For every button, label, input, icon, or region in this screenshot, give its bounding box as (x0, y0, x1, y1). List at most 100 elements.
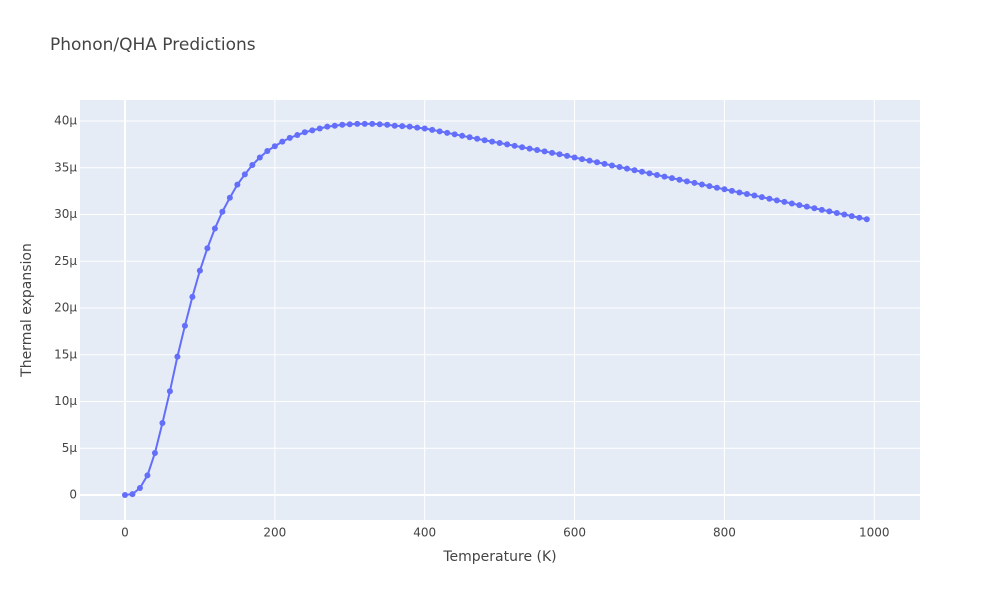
marker (286, 134, 293, 141)
marker (279, 138, 286, 145)
marker (496, 140, 503, 147)
marker (189, 293, 196, 300)
line (124, 122, 867, 497)
x-tick-label: 0 (121, 526, 129, 540)
marker (391, 122, 398, 129)
marker (316, 125, 323, 132)
marker (736, 189, 743, 196)
marker (691, 179, 698, 186)
marker (129, 491, 136, 498)
y-tick-label: 40μ (54, 114, 77, 128)
marker (743, 190, 750, 197)
chart-title: Phonon/QHA Predictions (50, 35, 256, 55)
marker (721, 186, 728, 193)
marker (361, 120, 368, 127)
marker (848, 213, 855, 220)
marker (369, 120, 376, 127)
y-tick-label: 5μ (62, 441, 78, 455)
marker (436, 128, 443, 135)
marker (728, 187, 735, 194)
marker (481, 137, 488, 144)
marker (818, 206, 825, 213)
marker (676, 176, 683, 183)
marker (309, 127, 316, 134)
marker (616, 164, 623, 171)
y-tick-label: 25μ (54, 254, 77, 268)
marker (601, 160, 608, 167)
marker (204, 245, 211, 252)
marker (653, 171, 660, 178)
marker (534, 147, 541, 154)
marker (211, 225, 218, 232)
marker (579, 156, 586, 163)
marker (226, 194, 233, 201)
marker (661, 173, 668, 180)
x-tick-label: 1000 (859, 526, 890, 540)
marker (144, 472, 151, 479)
x-tick-label: 200 (263, 526, 286, 540)
marker (564, 152, 571, 159)
marker (241, 171, 248, 178)
marker (586, 157, 593, 164)
marker (766, 195, 773, 202)
y-tick-label: 10μ (54, 394, 77, 408)
marker (594, 159, 601, 166)
marker (803, 203, 810, 210)
marker (451, 131, 458, 138)
marker (841, 211, 848, 218)
marker (459, 132, 466, 139)
marker (339, 121, 346, 128)
marker (219, 208, 226, 215)
marker (429, 126, 436, 133)
marker (504, 141, 511, 148)
y-tick-label: 30μ (54, 207, 77, 221)
marker (399, 123, 406, 130)
marker (324, 123, 331, 130)
marker (256, 154, 263, 161)
marker (758, 194, 765, 201)
marker (489, 138, 496, 145)
marker (646, 170, 653, 177)
marker (151, 449, 158, 456)
marker (354, 120, 361, 127)
marker (773, 197, 780, 204)
marker (174, 353, 181, 360)
marker (631, 167, 638, 174)
marker (624, 165, 631, 172)
x-tick-label: 400 (413, 526, 436, 540)
y-axis-title: Thermal expansion (19, 243, 35, 378)
marker (826, 208, 833, 215)
marker (414, 124, 421, 131)
y-tick-label: 15μ (54, 347, 77, 361)
marker (698, 181, 705, 188)
marker (444, 129, 451, 136)
marker (331, 122, 338, 129)
marker (811, 205, 818, 212)
marker (346, 121, 353, 128)
marker (196, 267, 203, 274)
marker (121, 492, 128, 499)
marker (301, 129, 308, 136)
y-tick-label: 20μ (54, 301, 77, 315)
marker (856, 214, 863, 221)
marker (249, 161, 256, 168)
marker (556, 151, 563, 158)
marker (466, 134, 473, 141)
marker (788, 200, 795, 207)
y-tick-label: 0 (69, 488, 77, 502)
marker (136, 485, 143, 492)
marker (166, 388, 173, 395)
marker (833, 209, 840, 216)
marker (638, 168, 645, 175)
marker (609, 162, 616, 169)
marker (294, 132, 301, 139)
marker (668, 175, 675, 182)
marker (751, 192, 758, 199)
marker (541, 148, 548, 155)
marker (526, 145, 533, 152)
y-tick-label: 35μ (54, 160, 77, 174)
plot-area (80, 100, 920, 520)
marker (713, 184, 720, 191)
marker (571, 154, 578, 161)
